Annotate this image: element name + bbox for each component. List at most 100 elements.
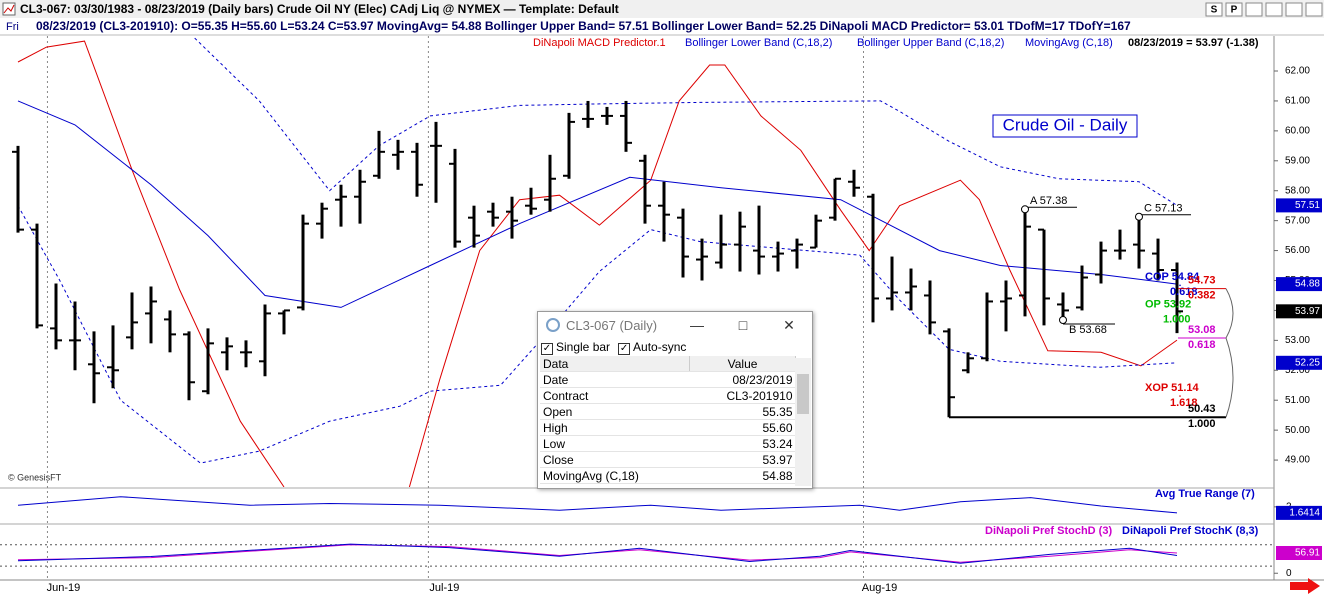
price-plot (12, 37, 1183, 487)
data-label: Close (540, 451, 690, 468)
fib-ratio: 0.618 (1188, 339, 1216, 351)
data-label: Contract (540, 387, 690, 404)
series-line (17, 100, 1178, 308)
title-bar (0, 0, 1324, 18)
scrollbar[interactable] (795, 358, 811, 486)
window-button[interactable] (1205, 2, 1223, 17)
price-flag-label: 53.97 (1295, 306, 1320, 317)
y-tick-label: 51.00 (1285, 395, 1310, 406)
data-row: Contract CL3-201910 (540, 387, 796, 404)
data-window-title-bar: CL3-067 (Daily) — □ ✕ (538, 312, 812, 338)
window-control[interactable] (1285, 2, 1303, 17)
y-tick-label: 0 (1286, 568, 1292, 579)
option[interactable]: ✓ Single bar (541, 339, 611, 355)
option-label: Auto-sync (633, 339, 687, 354)
series-line (17, 543, 1178, 564)
data-label: Low (540, 435, 690, 452)
price-flag-label: 52.25 (1295, 357, 1320, 368)
maximize-button[interactable]: □ (738, 316, 748, 333)
y-tick-label: 52.00 (1285, 365, 1310, 376)
y-tick-label: 58.00 (1285, 185, 1310, 196)
data-row: Close 53.97 (540, 451, 796, 468)
header-quote: 08/23/2019 (CL3-201910): O=55.35 H=55.60… (36, 19, 1131, 33)
value-flag-label: 1.6414 (1289, 508, 1320, 519)
y-tick-label: 49.00 (1285, 455, 1310, 466)
x-tick-label: Aug-19 (862, 582, 897, 594)
data-row: MovingAvg (C,18) 54.88 (540, 467, 796, 484)
window-button-label: P (1231, 5, 1238, 16)
fib-ratio: 0.382 (1188, 289, 1216, 301)
price-flag-label: 54.88 (1295, 279, 1320, 290)
data-label: MovingAvg (C,18) (540, 467, 690, 484)
x-tick-label: Jul-19 (429, 582, 459, 594)
legend-entry: Bollinger Upper Band (C,18,2) (857, 37, 1004, 49)
series-line (194, 37, 1178, 206)
copyright: © GenesisFT (8, 472, 62, 482)
data-window-options: ✓ Single bar ✓ Auto-sync (538, 338, 812, 356)
column-header: Value (689, 356, 796, 372)
data-value: 55.60 (689, 419, 796, 436)
value-flag (1276, 545, 1322, 560)
data-value: CL3-201910 (689, 387, 796, 404)
fib-ratio: 1.618 (1170, 397, 1198, 409)
y-tick-label: 61.00 (1285, 96, 1310, 107)
data-row: Low 53.24 (540, 435, 796, 452)
fib-label: 50.43 (1188, 403, 1216, 415)
pivot-label: B 53.68 (1069, 324, 1107, 336)
y-tick-label: 59.00 (1285, 155, 1310, 166)
scroll-arrow[interactable] (1290, 578, 1320, 594)
y-tick-label: 50.00 (1285, 425, 1310, 436)
window-button[interactable] (1225, 2, 1243, 17)
price-flag (1276, 355, 1322, 370)
y-tick-label: 56.00 (1285, 245, 1310, 256)
data-label: Open (540, 403, 690, 420)
window-button-label: S (1211, 5, 1218, 16)
y-tick-label: 57.00 (1285, 215, 1310, 226)
scroll-thumb[interactable] (797, 374, 809, 414)
fib-bracket (1225, 288, 1234, 418)
data-window-title: CL3-067 (Daily) (566, 317, 658, 333)
y-tick-label: 60.00 (1285, 126, 1310, 137)
data-table: Data Value Date 08/23/2019 Contract CL3-20191… (540, 356, 796, 484)
fib-label: OP 53.92 (1145, 299, 1191, 311)
data-value: 08/23/2019 (689, 371, 796, 388)
data-value: 53.24 (689, 435, 796, 452)
value-flag (1276, 505, 1322, 520)
data-row: Open 55.35 (540, 403, 796, 420)
fib-ratio: 1.000 (1188, 418, 1216, 430)
price-flag (1276, 304, 1322, 319)
x-tick-label: Jun-19 (47, 582, 81, 594)
data-value: 55.35 (689, 403, 796, 420)
series-line (17, 496, 1178, 514)
y-tick-label: 62.00 (1285, 66, 1310, 77)
window-control[interactable] (1265, 2, 1283, 17)
legend-entry: Avg True Range (7) (1155, 488, 1255, 500)
fib-label: COP 54.84 (1145, 271, 1200, 283)
option[interactable]: ✓ Auto-sync (618, 339, 687, 355)
pivot-label: A 57.38 (1030, 195, 1067, 207)
data-row: Date 08/23/2019 (540, 371, 796, 388)
price-flag (1276, 198, 1322, 213)
fib-ratio: 0.618 (1170, 286, 1198, 298)
column-header: Data (540, 356, 691, 372)
legend-entry: DiNapoli Pref StochD (3) (985, 525, 1112, 537)
minimize-button[interactable]: — (690, 316, 704, 333)
app-icon-glyph (3, 4, 15, 14)
pivot-point (1135, 212, 1143, 221)
window-control[interactable] (1245, 2, 1263, 17)
data-label: High (540, 419, 690, 436)
data-window[interactable]: CL3-067 (Daily) — □ ✕ ✓ Single bar ✓ Auto-sy… (537, 311, 813, 489)
data-window-icon (546, 318, 560, 332)
fib-ratio: 1.000 (1163, 314, 1191, 326)
legend-entry: Bollinger Lower Band (C,18,2) (685, 37, 832, 49)
data-row: High 55.60 (540, 419, 796, 436)
data-value: 53.97 (689, 451, 796, 468)
close-button[interactable]: ✕ (783, 316, 795, 333)
value-flag-label: 56.91 (1295, 548, 1320, 559)
fib-marker (1179, 395, 1181, 397)
data-label: Date (540, 371, 690, 388)
window-control[interactable] (1305, 2, 1323, 17)
legend-entry: DiNapoli Pref StochK (8,3) (1122, 525, 1259, 537)
fib-label: XOP 51.14 (1145, 382, 1199, 394)
